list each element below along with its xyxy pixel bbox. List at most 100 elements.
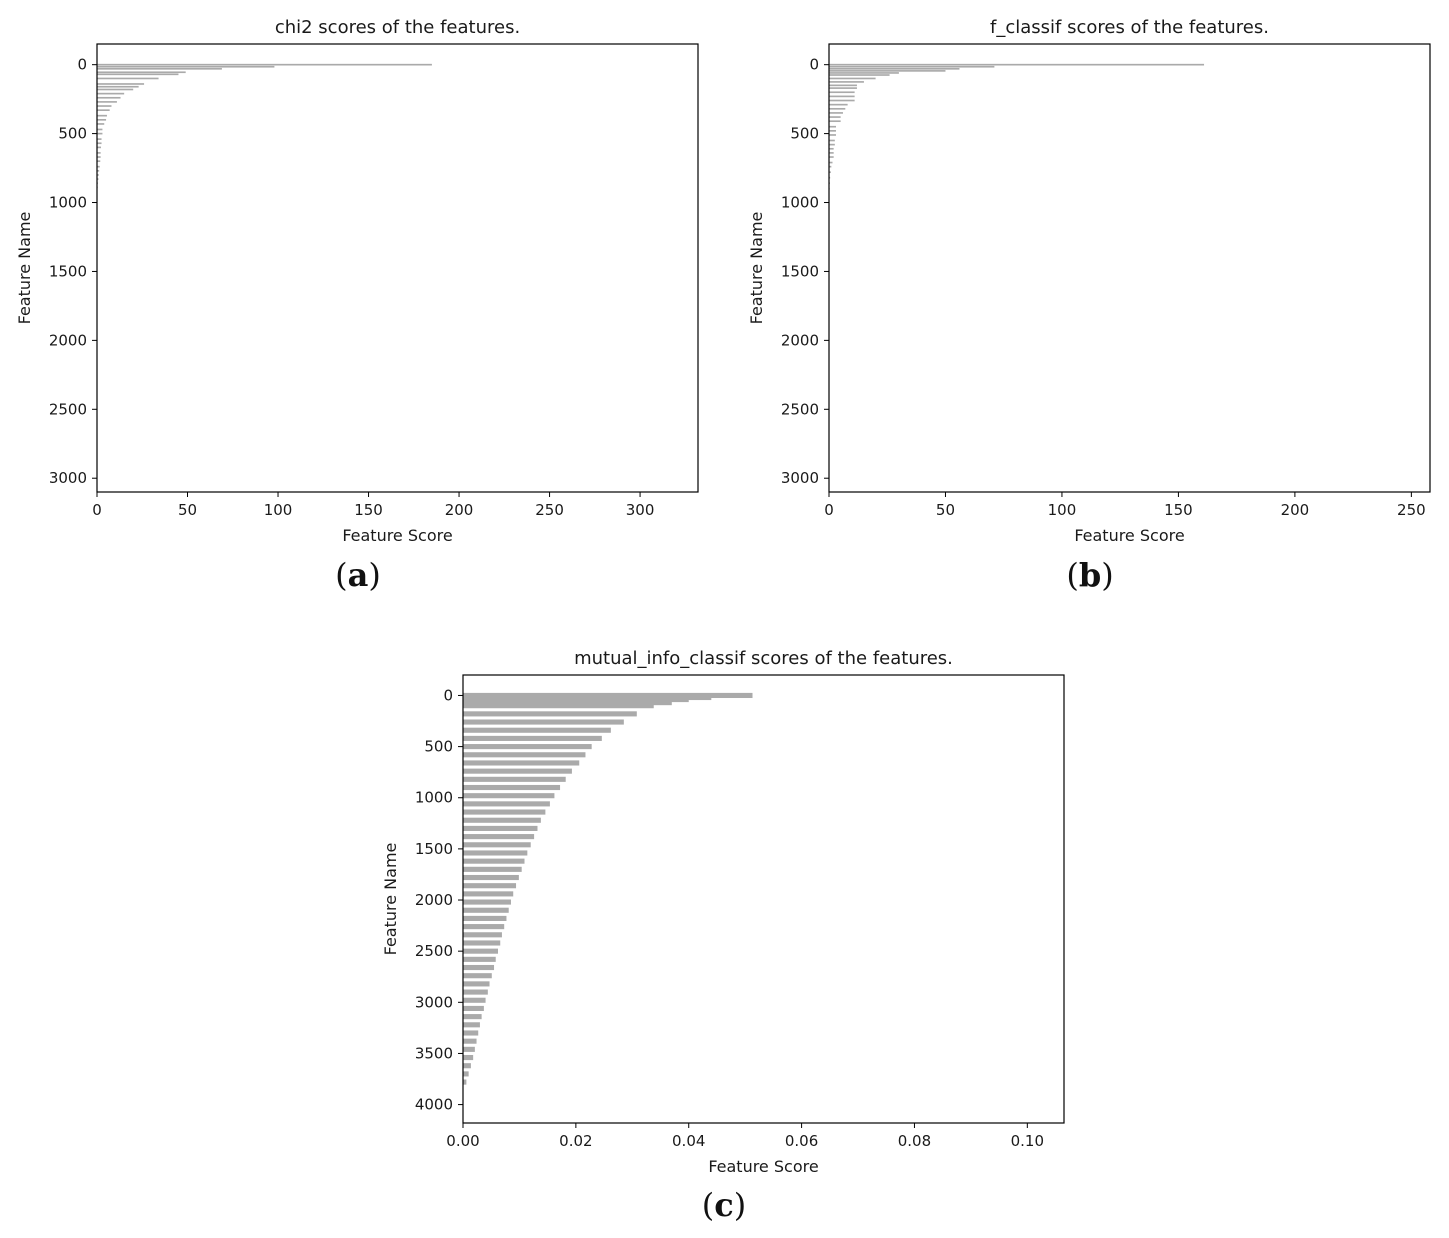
bars xyxy=(829,63,1205,190)
bar xyxy=(463,719,624,725)
bar xyxy=(463,784,561,791)
bar xyxy=(829,77,876,80)
bars xyxy=(463,692,753,1085)
bar xyxy=(829,120,841,123)
bar xyxy=(829,112,843,114)
x-tick-label: 250 xyxy=(535,501,564,519)
bar xyxy=(463,850,528,856)
bar xyxy=(463,907,509,913)
bar xyxy=(829,152,834,154)
y-axis-label: Feature Name xyxy=(15,212,34,325)
bar xyxy=(463,858,525,864)
x-tick-label: 0 xyxy=(92,501,102,519)
y-tick-label: 2000 xyxy=(415,891,453,909)
y-axis-label: Feature Name xyxy=(381,843,400,956)
bar xyxy=(829,91,855,94)
x-tick-label: 0.00 xyxy=(446,1132,479,1150)
y-tick-label: 3000 xyxy=(781,469,819,487)
bar xyxy=(97,109,110,111)
bar xyxy=(463,1063,471,1069)
plot-frame xyxy=(96,43,699,493)
bar xyxy=(97,118,107,121)
chart-panel-a: chi2 scores of the features. Feature Sco… xyxy=(0,0,720,610)
x-tick-label: 100 xyxy=(264,501,293,519)
bar xyxy=(463,989,488,995)
bar xyxy=(97,160,101,162)
bar xyxy=(463,956,496,962)
y-tick-label: 500 xyxy=(790,125,819,143)
y-tick-label: 1500 xyxy=(781,262,819,280)
bar xyxy=(463,834,535,840)
bar xyxy=(97,114,107,117)
bar xyxy=(829,143,835,146)
bar xyxy=(463,752,586,758)
y-tick-label: 0 xyxy=(443,686,453,704)
bar xyxy=(463,825,538,831)
x-axis-label: Feature Score xyxy=(1074,526,1184,545)
bar xyxy=(463,793,555,799)
bar xyxy=(463,1005,484,1011)
x-tick-label: 0.04 xyxy=(672,1132,705,1150)
bar xyxy=(97,123,105,125)
caption-b: (b) xyxy=(1066,556,1114,594)
bar xyxy=(829,65,995,68)
bar xyxy=(463,727,611,733)
bar xyxy=(829,99,855,102)
bar xyxy=(463,776,566,782)
chart-a: chi2 scores of the features. Feature Sco… xyxy=(15,17,699,545)
bar xyxy=(829,147,834,150)
x-tick-label: 300 xyxy=(626,501,655,519)
bar xyxy=(829,161,833,164)
x-tick-label: 0.10 xyxy=(1011,1132,1044,1150)
bar xyxy=(463,1014,482,1020)
caption-letter: c xyxy=(714,1186,734,1224)
bar xyxy=(463,1079,467,1085)
bar xyxy=(97,67,222,70)
bar xyxy=(463,711,637,717)
bar xyxy=(463,1038,477,1044)
bars xyxy=(97,63,432,189)
y-tick-label: 500 xyxy=(58,125,87,143)
bar xyxy=(829,74,890,76)
bar xyxy=(97,101,117,103)
bar xyxy=(829,130,836,132)
y-tick-label: 3000 xyxy=(415,993,453,1011)
chart-c: mutual_info_classif scores of the featur… xyxy=(381,648,1065,1176)
bar xyxy=(97,165,100,168)
bar xyxy=(829,63,1205,66)
bar xyxy=(829,70,946,72)
x-tick-label: 0.08 xyxy=(898,1132,931,1150)
bar xyxy=(463,997,486,1003)
bar xyxy=(97,132,103,135)
bar xyxy=(829,134,836,136)
bar xyxy=(463,817,541,823)
bar xyxy=(463,891,514,897)
bar xyxy=(97,152,101,154)
chart-panel-b: f_classif scores of the features. Featur… xyxy=(730,0,1449,610)
bar xyxy=(97,71,186,74)
bar xyxy=(463,924,505,930)
bar xyxy=(829,103,848,106)
bar xyxy=(463,964,495,971)
bar xyxy=(463,768,572,774)
bar xyxy=(463,760,580,766)
bar xyxy=(463,948,498,954)
bar xyxy=(829,87,857,89)
bar xyxy=(97,88,134,91)
bar xyxy=(97,174,99,176)
bar xyxy=(829,116,841,118)
y-tick-label: 1000 xyxy=(49,194,87,212)
bar xyxy=(97,65,275,68)
bar xyxy=(829,84,857,87)
chart-title: f_classif scores of the features. xyxy=(990,17,1269,38)
chart-title: mutual_info_classif scores of the featur… xyxy=(574,648,953,669)
bar xyxy=(829,81,864,83)
bar xyxy=(463,883,517,889)
y-tick-label: 3500 xyxy=(415,1044,453,1062)
bar xyxy=(463,866,522,872)
x-tick-label: 0.06 xyxy=(785,1132,818,1150)
x-tick-label: 50 xyxy=(936,501,955,519)
bar xyxy=(97,96,121,99)
bar xyxy=(97,169,100,172)
bar xyxy=(463,735,602,741)
